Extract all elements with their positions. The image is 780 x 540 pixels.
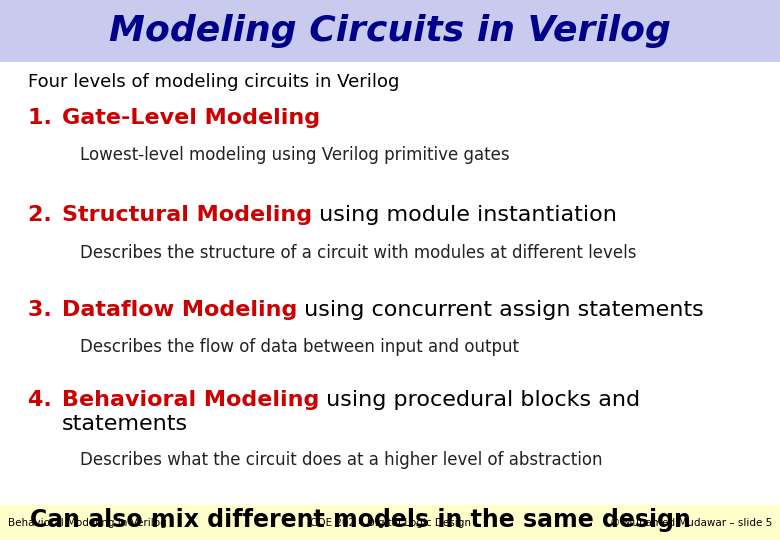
Text: using module instantiation: using module instantiation — [312, 205, 617, 225]
Text: 1.: 1. — [28, 108, 67, 128]
Text: Behavioral Modeling in Verilog: Behavioral Modeling in Verilog — [8, 517, 167, 528]
Text: Four levels of modeling circuits in Verilog: Four levels of modeling circuits in Veri… — [28, 73, 399, 91]
Text: Describes the structure of a circuit with modules at different levels: Describes the structure of a circuit wit… — [80, 244, 636, 262]
Text: Structural Modeling: Structural Modeling — [62, 205, 312, 225]
Text: 3.: 3. — [28, 300, 67, 320]
Text: Gate-Level Modeling: Gate-Level Modeling — [62, 108, 320, 128]
Text: Lowest-level modeling using Verilog primitive gates: Lowest-level modeling using Verilog prim… — [80, 146, 509, 164]
Text: Describes what the circuit does at a higher level of abstraction: Describes what the circuit does at a hig… — [80, 451, 602, 469]
Text: Behavioral Modeling: Behavioral Modeling — [62, 390, 319, 410]
Text: 4.: 4. — [28, 390, 67, 410]
Text: statements: statements — [62, 414, 188, 434]
Text: Can also mix different models in the same design: Can also mix different models in the sam… — [30, 508, 691, 532]
Text: COE 202 – Digital Logic Design: COE 202 – Digital Logic Design — [310, 517, 470, 528]
Text: using procedural blocks and: using procedural blocks and — [319, 390, 640, 410]
Text: Dataflow Modeling: Dataflow Modeling — [62, 300, 297, 320]
Text: Describes the flow of data between input and output: Describes the flow of data between input… — [80, 338, 519, 356]
Text: Modeling Circuits in Verilog: Modeling Circuits in Verilog — [109, 14, 671, 48]
Text: © Muhamed Mudawar – slide 5: © Muhamed Mudawar – slide 5 — [610, 517, 772, 528]
Text: using concurrent assign statements: using concurrent assign statements — [297, 300, 704, 320]
Text: 2.: 2. — [28, 205, 67, 225]
